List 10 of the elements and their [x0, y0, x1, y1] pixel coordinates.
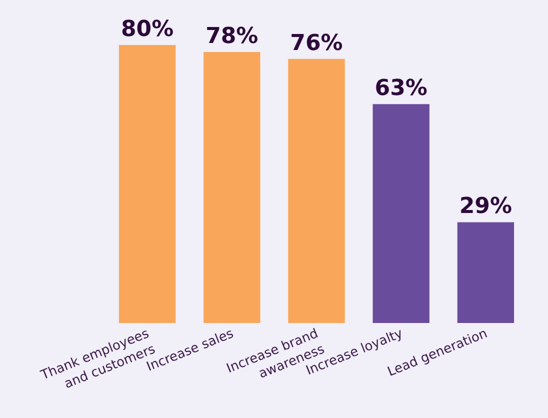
bar [118, 45, 176, 323]
data-label: 29% [459, 194, 512, 220]
data-label: 63% [374, 76, 428, 102]
bar [204, 52, 260, 323]
bar [288, 58, 345, 323]
data-label: 80% [120, 17, 174, 42]
bar [457, 222, 514, 323]
bar [372, 104, 430, 323]
data-label: 78% [206, 24, 258, 49]
data-label: 76% [290, 30, 343, 56]
